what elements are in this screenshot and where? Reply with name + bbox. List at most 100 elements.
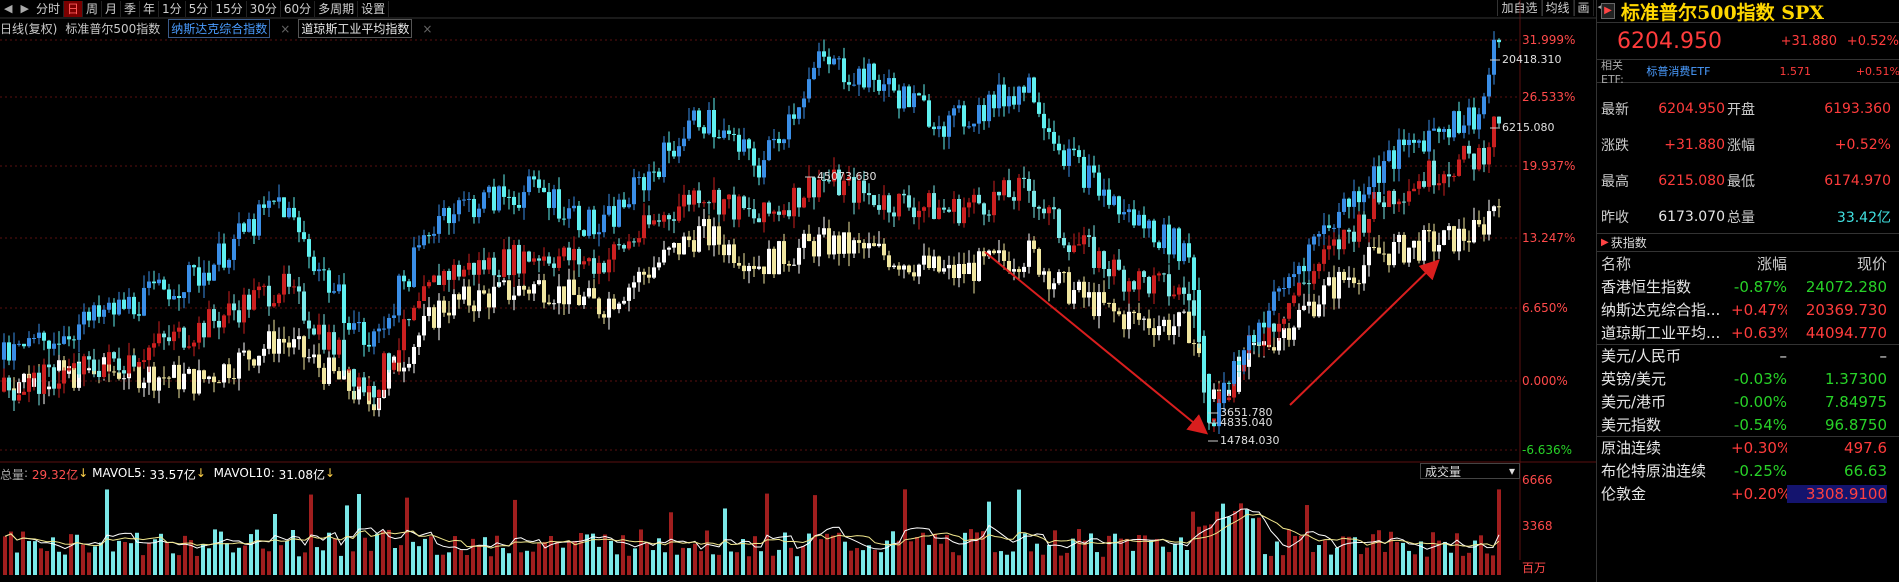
candle-body [942,126,946,137]
period-tab-5[interactable]: 年 [140,0,160,17]
candle-body [1452,175,1456,177]
volume-bar [69,534,73,575]
chart-tool-1[interactable]: 均线 [1541,0,1574,16]
list-item[interactable]: 纳斯达克综合指... +0.47% 20369.730 [1597,298,1899,321]
candle-body [152,366,156,391]
candle-body [507,249,511,276]
candle-body [1277,288,1281,292]
chart-tool-2[interactable]: 画 [1573,0,1594,16]
volume-bar [435,554,439,575]
candle-body [192,265,196,268]
candle-body [1472,107,1476,130]
period-tab-3[interactable]: 月 [102,0,121,17]
candle-body [1392,242,1396,266]
chart-grid [0,0,1596,560]
candle-body [837,58,841,60]
period-tab-0[interactable]: 分时 [33,0,64,17]
nav-right-icon[interactable]: ▶ [20,2,29,15]
candle-body [752,209,756,219]
candle-body [1492,39,1496,75]
overlay-dow-label: 道琼斯工业平均指数 [301,22,410,36]
chart-tool-0[interactable]: 加自选 [1497,0,1542,16]
list-item[interactable]: 伦敦金 +0.20% 3308.9100 [1597,482,1899,505]
candle-body [957,263,961,279]
candle-body [1272,323,1276,332]
flag-icon[interactable]: ▶ [1601,3,1615,19]
nav-left-icon[interactable]: ◀ [4,2,13,15]
candle-body [1267,310,1271,328]
candle-body [477,290,481,312]
list-item[interactable]: 美元指数 -0.54% 96.8750 [1597,413,1899,437]
candle-body [1457,111,1461,133]
volume-bar [21,531,25,575]
candle-body [1317,263,1321,272]
volume-bar [1257,517,1261,575]
list-item[interactable]: 美元/港币 -0.00% 7.84975 [1597,390,1899,413]
candle-body [1172,294,1176,297]
candle-body [877,243,881,247]
period-tab-4[interactable]: 季 [121,0,141,17]
candle-body [1012,197,1016,201]
candle-body [1427,130,1431,152]
candle-body [652,267,656,278]
period-tab-7[interactable]: 5分 [186,0,213,17]
volume-bar [1011,551,1015,575]
kline-chart[interactable]: 31.999% 26.533% 19.937% 13.247% 6.650% 0.000%… [0,0,1596,582]
list-item[interactable]: 美元/人民币 – – [1597,344,1899,367]
period-tab-6[interactable]: 1分 [159,0,186,17]
overlay-dow-tag[interactable]: 道琼斯工业平均指数 [298,19,413,38]
period-tab-1[interactable]: 日 [63,0,83,17]
indicator-select[interactable]: 成交量 ▾ [1420,463,1520,479]
candle-body [1067,148,1071,166]
period-tab-2[interactable]: 周 [83,0,102,17]
list-item[interactable]: 英镑/美元 -0.03% 1.37300 [1597,367,1899,390]
candle-body [867,193,871,196]
volume-bar [1341,536,1345,575]
overlay-nasdaq-tag[interactable]: 纳斯达克综合指数 [168,19,271,38]
list-item[interactable]: 香港恒生指数 -0.87% 24072.280 [1597,275,1899,298]
list-item[interactable]: 布伦特原油连续 -0.25% 66.63 [1597,459,1899,482]
remove-overlay-dow-icon[interactable]: × [422,21,433,36]
candle-body [222,315,226,328]
candle-body [997,191,1001,196]
period-tab-12[interactable]: 设置 [358,0,390,17]
period-tab-9[interactable]: 30分 [247,0,281,17]
candle-body [1467,145,1471,154]
candle-body [87,311,91,321]
candle-body [777,211,781,215]
candle-body [1162,319,1166,327]
candle-body [1257,322,1261,343]
candle-body [727,194,731,200]
candle-body [992,94,996,109]
candle-body [1342,229,1346,250]
etf-row[interactable]: 相关ETF: 标普消费ETF 1.571 +0.51% [1597,59,1899,86]
candle-body [1487,147,1491,165]
candle-body [687,120,691,139]
volume-bar [795,556,799,575]
candle-body [477,208,481,218]
candle-body [1477,114,1481,130]
candle-body [1002,84,1006,107]
remove-overlay-nasdaq-icon[interactable]: × [280,21,291,36]
candle-body [1407,191,1411,202]
period-tab-10[interactable]: 60分 [281,0,316,17]
candle-body [1052,131,1056,144]
list-item[interactable]: 道琼斯工业平均... +0.63% 44094.770 [1597,321,1899,345]
list-item[interactable]: 原油连续 +0.30% 497.6 [1597,436,1899,459]
candle-body [452,294,456,316]
period-tab-11[interactable]: 多周期 [315,0,359,17]
candle-body [212,376,216,383]
volume-bar [975,532,979,575]
candle-body [232,238,236,260]
candle-body [467,198,471,200]
candle-body [277,294,281,304]
volume-bar [1227,516,1231,575]
candle-body [1377,192,1381,203]
candle-body [122,299,126,309]
candle-body [707,202,711,204]
chart-mode-label[interactable]: 日线(复权) [0,22,58,36]
candle-body [1412,240,1416,248]
candle-body [1477,219,1481,225]
period-tab-8[interactable]: 15分 [212,0,247,17]
volume-bar [1245,509,1249,575]
